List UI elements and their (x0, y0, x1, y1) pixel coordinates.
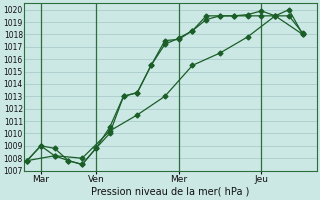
X-axis label: Pression niveau de la mer( hPa ): Pression niveau de la mer( hPa ) (91, 187, 250, 197)
